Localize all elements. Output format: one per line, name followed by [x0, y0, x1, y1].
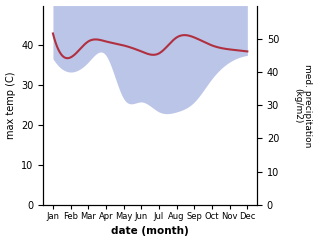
X-axis label: date (month): date (month) [111, 227, 189, 236]
Y-axis label: med. precipitation
(kg/m2): med. precipitation (kg/m2) [293, 64, 313, 147]
Y-axis label: max temp (C): max temp (C) [5, 71, 16, 139]
